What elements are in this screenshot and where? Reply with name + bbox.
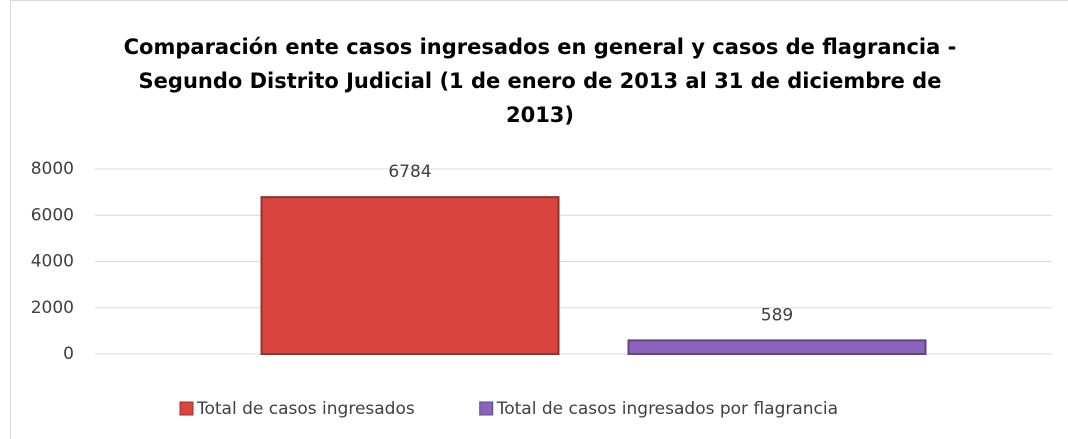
legend-label: Total de casos ingresados por flagrancia (496, 399, 838, 419)
chart-frame (10, 0, 1068, 439)
y-tick-label: 4000 (31, 252, 74, 272)
bar (260, 196, 560, 355)
bar (627, 339, 927, 355)
y-tick-label: 2000 (31, 298, 74, 318)
y-tick-label: 6000 (31, 205, 74, 225)
chart-title: Comparación ente casos ingresados en gen… (123, 35, 957, 127)
y-tick-label: 0 (63, 344, 74, 364)
legend-swatch (479, 401, 494, 416)
data-label: 589 (761, 305, 793, 325)
data-label: 6784 (388, 162, 431, 182)
y-tick-label: 8000 (31, 159, 74, 179)
legend-swatch (179, 401, 194, 416)
legend-label: Total de casos ingresados (196, 399, 415, 419)
